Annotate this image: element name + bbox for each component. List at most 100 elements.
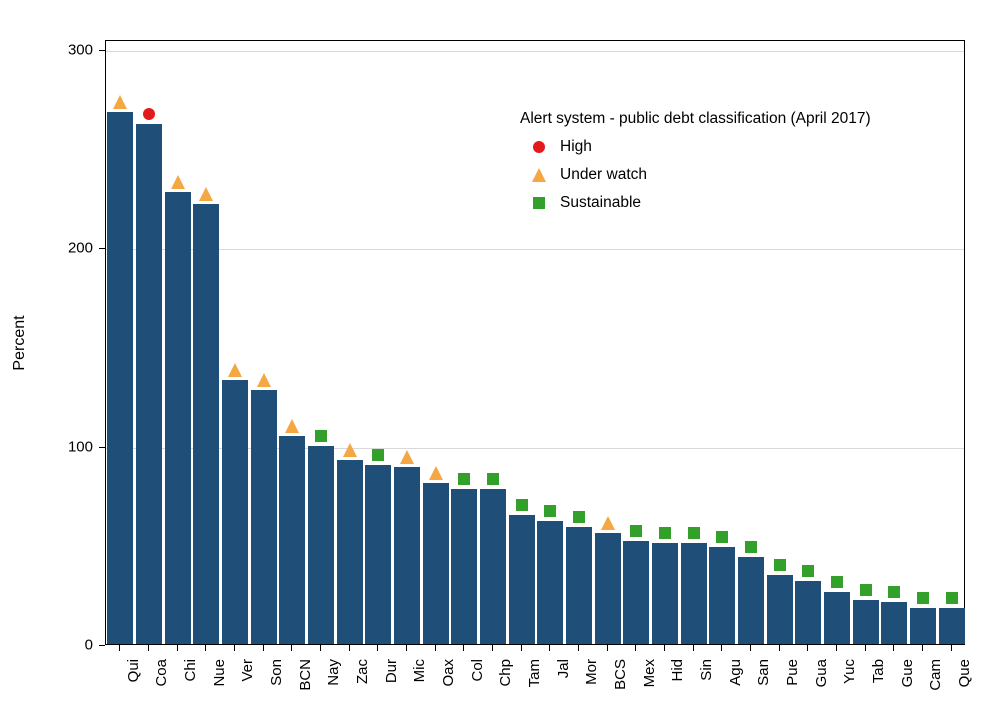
xtick-label: Cam bbox=[927, 659, 944, 691]
xtick-label: Pue bbox=[784, 659, 801, 686]
xtick-mark bbox=[721, 645, 722, 651]
xtick-mark bbox=[492, 645, 493, 651]
sust-marker bbox=[802, 565, 814, 577]
xtick-label: BCS bbox=[612, 659, 629, 690]
xtick-mark bbox=[865, 645, 866, 651]
sust-marker bbox=[946, 592, 958, 604]
xtick-label: Mor bbox=[583, 659, 600, 685]
bar bbox=[365, 465, 391, 644]
bar bbox=[623, 541, 649, 644]
sust-marker bbox=[573, 511, 585, 523]
bar bbox=[107, 112, 133, 644]
bar bbox=[566, 527, 592, 644]
xtick-label: Que bbox=[956, 659, 973, 687]
sust-icon bbox=[530, 194, 548, 212]
bar bbox=[709, 547, 735, 644]
xtick-label: Nay bbox=[325, 659, 342, 686]
bar bbox=[881, 602, 907, 644]
xtick-label: Chp bbox=[497, 659, 514, 687]
bar bbox=[193, 204, 219, 644]
bar bbox=[738, 557, 764, 644]
sust-marker bbox=[372, 449, 384, 461]
sust-marker bbox=[487, 473, 499, 485]
sust-marker bbox=[745, 541, 757, 553]
xtick-mark bbox=[578, 645, 579, 651]
xtick-mark bbox=[664, 645, 665, 651]
watch-marker bbox=[199, 187, 213, 201]
xtick-mark bbox=[234, 645, 235, 651]
xtick-mark bbox=[435, 645, 436, 651]
bar bbox=[337, 460, 363, 644]
sust-marker bbox=[831, 576, 843, 588]
legend-label: Under watch bbox=[560, 166, 647, 184]
bar bbox=[853, 600, 879, 644]
bar bbox=[423, 483, 449, 644]
legend-label: High bbox=[560, 138, 592, 156]
ytick-mark bbox=[99, 645, 105, 646]
xtick-label: Gua bbox=[813, 659, 830, 687]
bar bbox=[767, 575, 793, 644]
xtick-mark bbox=[291, 645, 292, 651]
xtick-mark bbox=[263, 645, 264, 651]
sust-marker bbox=[516, 499, 528, 511]
xtick-mark bbox=[549, 645, 550, 651]
xtick-mark bbox=[922, 645, 923, 651]
xtick-mark bbox=[521, 645, 522, 651]
watch-marker bbox=[429, 466, 443, 480]
bar bbox=[509, 515, 535, 644]
sust-marker bbox=[888, 586, 900, 598]
xtick-label: Jal bbox=[555, 659, 572, 678]
xtick-label: Chi bbox=[182, 659, 199, 682]
xtick-mark bbox=[807, 645, 808, 651]
sust-marker bbox=[688, 527, 700, 539]
bar bbox=[652, 543, 678, 644]
sust-marker bbox=[458, 473, 470, 485]
xtick-label: Mex bbox=[641, 659, 658, 687]
xtick-mark bbox=[750, 645, 751, 651]
watch-marker bbox=[285, 419, 299, 433]
xtick-label: Nue bbox=[211, 659, 228, 687]
watch-marker bbox=[228, 363, 242, 377]
xtick-label: Dur bbox=[383, 659, 400, 683]
watch-marker bbox=[343, 443, 357, 457]
bar bbox=[824, 592, 850, 644]
bar bbox=[394, 467, 420, 644]
xtick-label: Agu bbox=[727, 659, 744, 686]
xtick-mark bbox=[779, 645, 780, 651]
legend-item-watch: Under watch bbox=[530, 166, 871, 184]
xtick-mark bbox=[177, 645, 178, 651]
xtick-label: Tab bbox=[870, 659, 887, 683]
gridline bbox=[106, 249, 964, 250]
xtick-mark bbox=[148, 645, 149, 651]
legend-title: Alert system - public debt classificatio… bbox=[520, 110, 871, 128]
xtick-label: Tam bbox=[526, 659, 543, 687]
xtick-label: Mic bbox=[411, 659, 428, 682]
legend-item-high: High bbox=[530, 138, 871, 156]
xtick-label: Son bbox=[268, 659, 285, 686]
bar bbox=[681, 543, 707, 644]
xtick-mark bbox=[119, 645, 120, 651]
xtick-mark bbox=[693, 645, 694, 651]
xtick-label: Sin bbox=[698, 659, 715, 681]
high-icon bbox=[530, 138, 548, 156]
bar bbox=[795, 581, 821, 644]
legend-item-sust: Sustainable bbox=[530, 194, 871, 212]
sust-marker bbox=[630, 525, 642, 537]
bar bbox=[165, 192, 191, 644]
xtick-mark bbox=[607, 645, 608, 651]
sust-marker bbox=[716, 531, 728, 543]
xtick-label: Gue bbox=[899, 659, 916, 687]
ytick-mark bbox=[99, 50, 105, 51]
legend-label: Sustainable bbox=[560, 194, 641, 212]
legend: Alert system - public debt classificatio… bbox=[520, 110, 871, 212]
ytick-label: 100 bbox=[0, 438, 93, 455]
bar bbox=[222, 380, 248, 644]
xtick-label: Yuc bbox=[841, 659, 858, 684]
xtick-mark bbox=[205, 645, 206, 651]
sust-marker bbox=[315, 430, 327, 442]
bar bbox=[910, 608, 936, 644]
xtick-label: Oax bbox=[440, 659, 457, 687]
xtick-mark bbox=[893, 645, 894, 651]
xtick-label: Col bbox=[469, 659, 486, 682]
xtick-mark bbox=[836, 645, 837, 651]
